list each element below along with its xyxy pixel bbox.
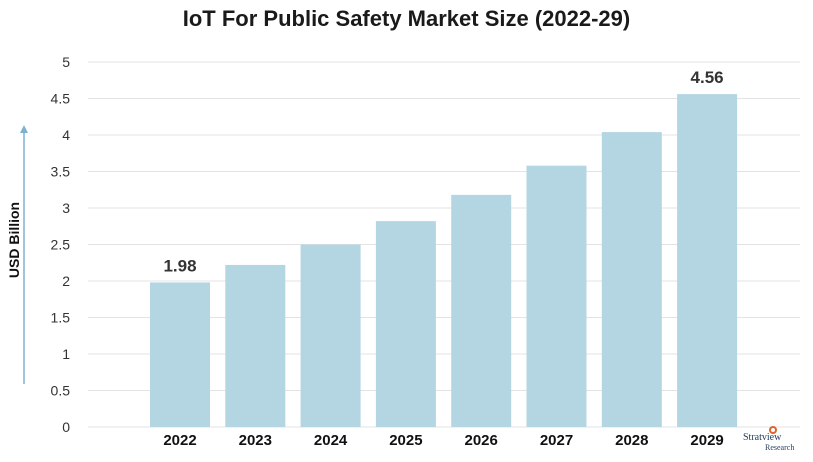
x-tick-label: 2028: [615, 432, 648, 449]
x-tick-label: 2023: [239, 432, 272, 449]
y-axis-label: USD Billion: [6, 202, 22, 278]
y-tick-label: 5: [62, 54, 70, 70]
y-tick-label: 2.5: [51, 237, 71, 253]
data-label-2029: 4.56: [691, 68, 724, 87]
bars: [150, 94, 738, 428]
y-tick-label: 3.5: [51, 164, 71, 180]
y-tick-label: 3: [62, 200, 70, 216]
bar-2028: [601, 132, 662, 427]
logo-name: Stratview: [743, 432, 782, 443]
x-tick-label: 2026: [465, 432, 498, 449]
data-labels: 1.98 4.56: [163, 68, 723, 275]
logo-target-icon: [769, 426, 777, 434]
y-tick-label: 0.5: [51, 383, 71, 399]
chart-title: IoT For Public Safety Market Size (2022-…: [182, 6, 631, 31]
bar-2025: [375, 221, 436, 427]
y-tick-label: 4.5: [51, 91, 71, 107]
y-tick-label: 1: [62, 346, 70, 362]
x-tick-label: 2024: [314, 432, 348, 449]
stratview-logo: Stratview Research: [743, 426, 805, 458]
y-tick-labels: 0 0.5 1 1.5 2 2.5 3 3.5 4 4.5 5: [51, 54, 71, 435]
bar-2022: [150, 282, 210, 427]
bar-2027: [526, 165, 587, 427]
y-tick-label: 2: [62, 273, 70, 289]
logo-sub: Research: [765, 443, 795, 452]
x-tick-label: 2025: [389, 432, 422, 449]
x-tick-label: 2027: [540, 432, 573, 449]
y-tick-label: 4: [62, 127, 70, 143]
bar-2026: [451, 194, 512, 427]
bar-2024: [300, 244, 361, 427]
y-axis-arrowhead: [20, 125, 28, 133]
x-tick-label: 2022: [163, 432, 196, 449]
data-label-2022: 1.98: [163, 256, 196, 275]
x-tick-labels: 2022 2023 2024 2025 2026 2027 2028 2029: [163, 432, 723, 449]
y-tick-label: 0: [62, 419, 70, 435]
y-tick-label: 1.5: [51, 310, 71, 326]
bar-2023: [225, 264, 286, 427]
bar-2029: [677, 94, 738, 428]
x-tick-label: 2029: [690, 432, 723, 449]
